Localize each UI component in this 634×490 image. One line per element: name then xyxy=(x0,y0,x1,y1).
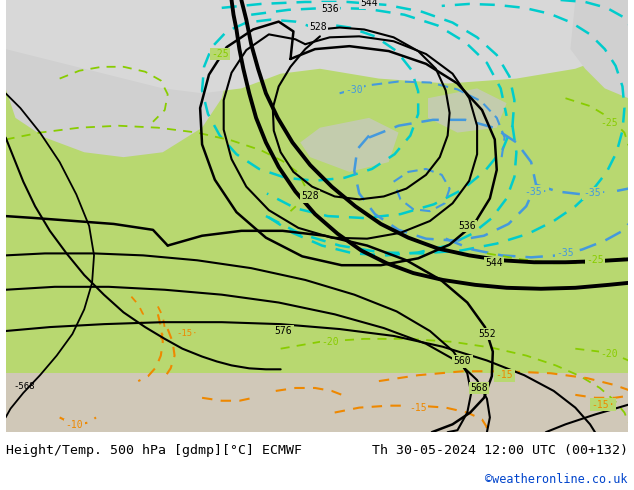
Text: -10: -10 xyxy=(65,420,83,430)
Text: 544: 544 xyxy=(485,258,503,268)
Text: 568: 568 xyxy=(470,383,488,393)
Polygon shape xyxy=(6,0,628,93)
Text: 528: 528 xyxy=(309,22,327,31)
Text: -568: -568 xyxy=(13,382,35,391)
Text: -35: -35 xyxy=(557,248,574,258)
Text: -15·: -15· xyxy=(177,329,198,339)
Polygon shape xyxy=(6,373,628,432)
Text: -20: -20 xyxy=(321,337,339,347)
Text: Height/Temp. 500 hPa [gdmp][°C] ECMWF: Height/Temp. 500 hPa [gdmp][°C] ECMWF xyxy=(6,444,302,457)
Text: -35·: -35· xyxy=(583,189,607,198)
Text: Th 30-05-2024 12:00 UTC (00+132): Th 30-05-2024 12:00 UTC (00+132) xyxy=(372,444,628,457)
Text: 536: 536 xyxy=(321,4,339,14)
Text: 560: 560 xyxy=(453,356,471,367)
Polygon shape xyxy=(571,0,628,98)
Polygon shape xyxy=(301,118,399,172)
Text: -15: -15 xyxy=(410,403,427,413)
Text: ©weatheronline.co.uk: ©weatheronline.co.uk xyxy=(485,473,628,486)
Text: 544: 544 xyxy=(360,0,378,8)
Text: 536: 536 xyxy=(458,221,476,231)
Polygon shape xyxy=(6,0,231,157)
Text: -15: -15 xyxy=(496,370,514,380)
Text: -25: -25 xyxy=(586,255,604,265)
Text: -35·: -35· xyxy=(524,187,548,196)
Text: -15·: -15· xyxy=(591,400,614,410)
Text: -20: -20 xyxy=(600,348,618,359)
Polygon shape xyxy=(428,88,507,133)
Text: -25: -25 xyxy=(211,49,229,59)
Text: 528: 528 xyxy=(301,192,319,201)
Text: -30: -30 xyxy=(346,85,363,96)
Text: -25: -25 xyxy=(600,118,618,128)
Text: 576: 576 xyxy=(275,326,292,336)
Text: 552: 552 xyxy=(478,329,496,339)
